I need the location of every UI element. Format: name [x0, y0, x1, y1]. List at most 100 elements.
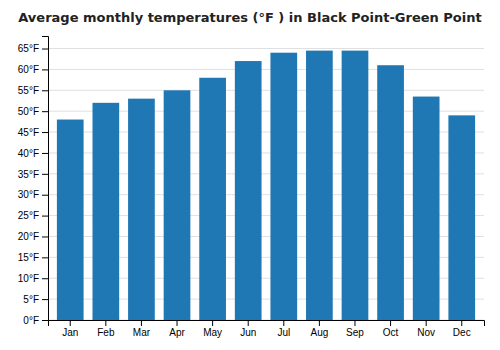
x-tick-mark	[212, 320, 213, 326]
y-tick: 55°F	[18, 85, 48, 96]
x-tick: Jul	[277, 320, 290, 338]
y-tick: 45°F	[18, 127, 48, 138]
y-tick-label: 25°F	[18, 210, 39, 221]
y-tick: 15°F	[18, 252, 48, 263]
x-tick: Sep	[346, 320, 364, 338]
bar	[235, 61, 262, 320]
y-tick: 25°F	[18, 210, 48, 221]
x-tick-mark	[390, 320, 391, 326]
y-tick-label: 60°F	[18, 64, 39, 75]
bar	[164, 90, 191, 320]
x-tick: Jan	[62, 320, 78, 338]
grid-line	[48, 69, 484, 70]
x-tick-label: Feb	[97, 327, 115, 338]
x-tick: Jun	[240, 320, 256, 338]
x-tick-label: May	[203, 327, 222, 338]
y-tick: 10°F	[18, 273, 48, 284]
x-tick: Mar	[133, 320, 151, 338]
x-tick-label: Dec	[453, 327, 471, 338]
chart-svg: 0°F 5°F 10°F 15°F 20°F 25°F 30°F 35°F 40°F 45°F 50…	[0, 0, 500, 350]
x-tick-mark	[105, 320, 106, 326]
bar	[57, 120, 84, 320]
y-tick-label: 10°F	[18, 273, 39, 284]
bar	[128, 99, 155, 320]
y-tick-mark	[42, 90, 48, 91]
y-tick-mark	[42, 153, 48, 154]
y-tick-mark	[42, 174, 48, 175]
bar	[342, 51, 369, 320]
x-tick-label: Aug	[310, 327, 328, 338]
x-tick: Feb	[97, 320, 115, 338]
x-tick-label: Mar	[133, 327, 151, 338]
y-tick: 35°F	[18, 169, 48, 180]
y-tick: 30°F	[18, 189, 48, 200]
y-tick-label: 35°F	[18, 169, 39, 180]
y-tick-label: 0°F	[23, 315, 39, 326]
bar	[413, 97, 440, 320]
x-tick-mark	[426, 320, 427, 326]
y-tick-label: 40°F	[18, 148, 39, 159]
y-tick-label: 15°F	[18, 252, 39, 263]
y-axis-line	[42, 37, 49, 321]
x-tick-mark	[354, 320, 355, 326]
x-tick-mark	[283, 320, 284, 326]
chart-container: 0°F 5°F 10°F 15°F 20°F 25°F 30°F 35°F 40°F 45°F 50…	[0, 0, 500, 350]
bar	[92, 103, 119, 320]
bars	[57, 51, 475, 320]
y-tick-mark	[42, 257, 48, 258]
y-tick: 5°F	[23, 294, 48, 305]
y-tick-label: 20°F	[18, 231, 39, 242]
y-tick: 50°F	[18, 106, 48, 117]
x-tick-label: Sep	[346, 327, 364, 338]
bar	[199, 78, 226, 320]
x-tick-mark	[70, 320, 71, 326]
x-tick-mark	[248, 320, 249, 326]
y-tick-mark	[42, 216, 48, 217]
y-tick-mark	[42, 320, 48, 321]
y-tick: 60°F	[18, 64, 48, 75]
y-tick-mark	[42, 132, 48, 133]
y-tick-label: 50°F	[18, 106, 39, 117]
x-tick-label: Oct	[383, 327, 399, 338]
y-tick: 0°F	[23, 315, 48, 326]
x-axis-line	[49, 321, 485, 327]
bar	[270, 53, 297, 320]
y-tick-label: 65°F	[18, 43, 39, 54]
x-tick-label: Nov	[417, 327, 435, 338]
bar	[448, 115, 475, 320]
x-tick-mark	[177, 320, 178, 326]
x-tick: Apr	[169, 320, 185, 338]
y-tick: 65°F	[18, 43, 48, 54]
y-axis: 0°F 5°F 10°F 15°F 20°F 25°F 30°F 35°F 40°F 45°F 50…	[18, 37, 49, 326]
x-tick-mark	[461, 320, 462, 326]
y-tick-mark	[42, 49, 48, 50]
y-tick-mark	[42, 299, 48, 300]
x-tick-label: Jul	[277, 327, 290, 338]
y-tick-label: 55°F	[18, 85, 39, 96]
x-tick-label: Jun	[240, 327, 256, 338]
x-tick: May	[203, 320, 222, 338]
y-tick-mark	[42, 111, 48, 112]
bar	[306, 51, 333, 320]
grid-line	[48, 48, 484, 49]
x-tick: Oct	[383, 320, 399, 338]
x-tick: Aug	[310, 320, 328, 338]
bar	[377, 65, 404, 320]
x-tick-mark	[319, 320, 320, 326]
y-tick-mark	[42, 195, 48, 196]
y-tick-label: 5°F	[23, 294, 39, 305]
y-tick: 40°F	[18, 148, 48, 159]
y-tick-label: 30°F	[18, 189, 39, 200]
plot-area: 0°F 5°F 10°F 15°F 20°F 25°F 30°F 35°F 40°F 45°F 50…	[18, 37, 485, 339]
y-tick: 20°F	[18, 231, 48, 242]
x-tick: Nov	[417, 320, 435, 338]
y-tick-mark	[42, 278, 48, 279]
chart-title: Average monthly temperatures (°F ) in Bl…	[18, 10, 481, 25]
x-tick: Dec	[453, 320, 471, 338]
y-tick-mark	[42, 236, 48, 237]
x-tick-mark	[141, 320, 142, 326]
x-tick-label: Jan	[62, 327, 78, 338]
grid-line	[48, 90, 484, 91]
grid	[48, 49, 484, 320]
y-tick-label: 45°F	[18, 127, 39, 138]
